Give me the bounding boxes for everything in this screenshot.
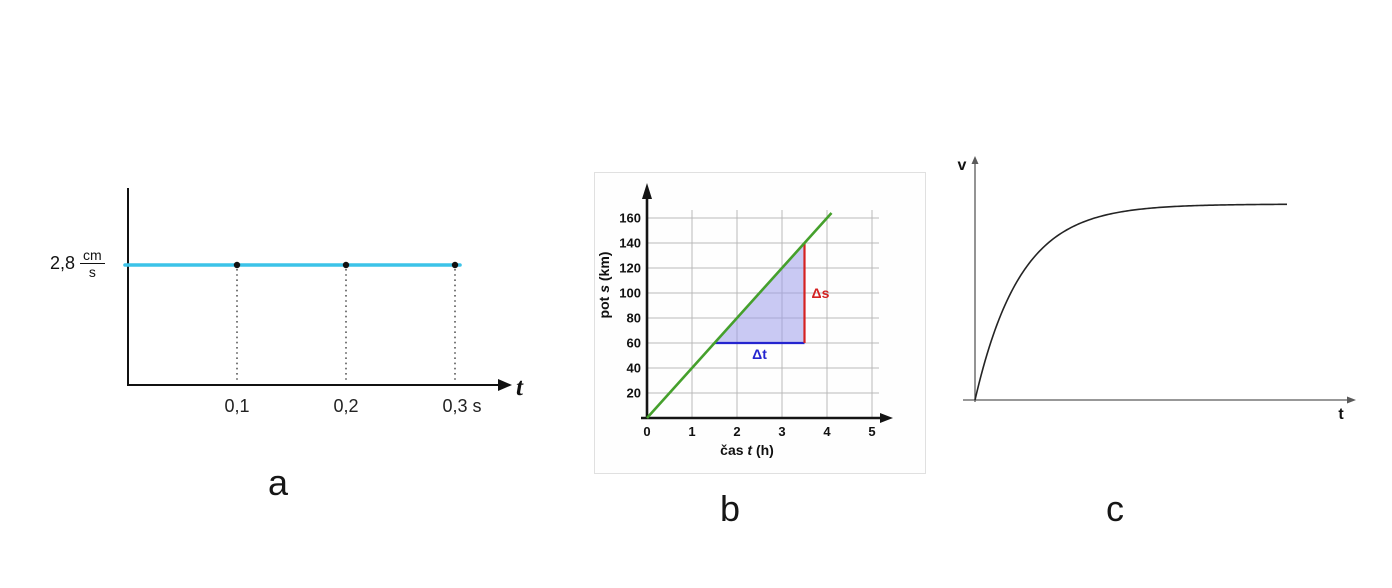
unit-numerator: cm — [80, 247, 105, 265]
distance-line — [646, 212, 833, 419]
figure-label-c: c — [1106, 488, 1124, 529]
v-axis-label: v — [958, 157, 967, 174]
x-tick-label: 0,3 s — [442, 396, 481, 416]
x-tick-label: 1 — [688, 424, 695, 439]
t-axis-label: t — [1338, 406, 1344, 423]
figure-label-b: b — [720, 488, 741, 529]
y-tick-label: 20 — [627, 386, 641, 401]
x-axis-arrow — [880, 413, 893, 423]
data-point — [233, 261, 241, 269]
chart-a-y-value-label: 2,8 cm s — [50, 247, 105, 280]
x-tick-label: 0 — [643, 424, 650, 439]
y-axis-title: pot s (km) — [596, 252, 612, 319]
y-tick-label: 120 — [619, 261, 641, 276]
chart-b-distance-time: Δt Δs 20 40 60 80 100 120 140 160 0 1 2 3 4 5 čas t (h) p… — [594, 172, 926, 474]
x-tick-label: 4 — [823, 424, 831, 439]
x-tick-label: 3 — [778, 424, 785, 439]
y-tick-label: 140 — [619, 236, 641, 251]
unit-fraction: cm s — [80, 247, 105, 280]
delta-t-label: Δt — [752, 346, 767, 362]
x-tick-label: 0,1 — [224, 396, 249, 416]
y-axis-arrow — [971, 156, 979, 164]
y-tick-label: 100 — [619, 286, 641, 301]
y-tick-label: 40 — [627, 361, 641, 376]
delta-s-label: Δs — [812, 285, 830, 301]
data-point — [451, 261, 459, 269]
x-tick-label: 0,2 — [333, 396, 358, 416]
x-axis-arrow — [498, 379, 512, 391]
x-tick-label: 2 — [733, 424, 740, 439]
chart-a-constant-velocity: 0,1 0,2 0,3 s 2,8 cm s t — [30, 150, 550, 430]
chart-c-plot: vt — [958, 156, 1356, 423]
chart-a-time-axis-symbol: t — [516, 374, 523, 401]
chart-a-plot: 0,1 0,2 0,3 s — [123, 188, 512, 416]
y-axis-arrow — [642, 183, 652, 199]
y-tick-label: 160 — [619, 211, 641, 226]
data-point — [342, 261, 350, 269]
unit-denominator: s — [88, 264, 96, 281]
y-value-number: 2,8 — [50, 253, 76, 274]
chart-b-plot: Δt Δs 20 40 60 80 100 120 140 160 0 1 2 3 4 5 čas t (h) p… — [596, 183, 893, 458]
figure-label-a: a — [268, 462, 289, 503]
velocity-curve — [974, 203, 1288, 401]
x-axis-arrow — [1347, 396, 1356, 404]
x-axis-title: čas t (h) — [720, 442, 774, 458]
y-tick-label: 80 — [627, 311, 641, 326]
y-tick-label: 60 — [627, 336, 641, 351]
x-tick-label: 5 — [868, 424, 875, 439]
